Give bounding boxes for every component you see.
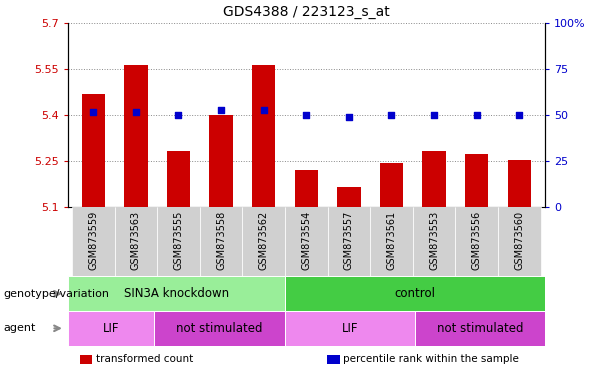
Point xyxy=(174,112,183,118)
Point xyxy=(259,107,269,113)
Text: GSM873563: GSM873563 xyxy=(131,211,141,270)
Text: GSM873559: GSM873559 xyxy=(88,211,98,270)
Text: GSM873562: GSM873562 xyxy=(259,211,269,270)
Text: not stimulated: not stimulated xyxy=(176,322,263,335)
Bar xyxy=(124,65,148,207)
Bar xyxy=(465,154,488,207)
Text: GSM873558: GSM873558 xyxy=(216,211,226,270)
Text: GSM873556: GSM873556 xyxy=(472,211,482,270)
Bar xyxy=(157,207,200,276)
Bar xyxy=(508,160,531,207)
Point xyxy=(472,112,481,118)
Bar xyxy=(380,163,403,207)
Bar xyxy=(294,170,318,207)
Bar xyxy=(285,207,327,276)
Bar xyxy=(455,207,498,276)
Point xyxy=(387,112,396,118)
Bar xyxy=(68,311,154,346)
Point xyxy=(429,112,439,118)
Bar xyxy=(115,207,157,276)
Bar xyxy=(370,207,413,276)
Text: genotype/variation: genotype/variation xyxy=(3,289,109,299)
Text: transformed count: transformed count xyxy=(96,354,193,364)
Text: percentile rank within the sample: percentile rank within the sample xyxy=(343,354,519,364)
Text: GSM873557: GSM873557 xyxy=(344,211,354,270)
Bar xyxy=(68,276,284,311)
Point xyxy=(302,112,311,118)
Bar xyxy=(327,207,370,276)
Bar xyxy=(413,207,455,276)
Point xyxy=(131,108,141,114)
Text: agent: agent xyxy=(3,323,35,333)
Bar xyxy=(154,311,284,346)
Bar xyxy=(498,207,541,276)
Title: GDS4388 / 223123_s_at: GDS4388 / 223123_s_at xyxy=(223,5,390,19)
Bar xyxy=(284,311,415,346)
Point xyxy=(88,108,98,114)
Bar xyxy=(252,65,276,207)
Bar xyxy=(337,187,360,207)
Bar xyxy=(82,94,105,207)
Bar xyxy=(422,151,446,207)
Bar xyxy=(243,207,285,276)
Point xyxy=(216,107,226,113)
Bar xyxy=(72,207,115,276)
Point xyxy=(515,112,524,118)
Text: LIF: LIF xyxy=(103,322,120,335)
Bar xyxy=(167,151,190,207)
Text: LIF: LIF xyxy=(342,322,358,335)
Text: GSM873553: GSM873553 xyxy=(429,211,439,270)
Text: not stimulated: not stimulated xyxy=(436,322,523,335)
Bar xyxy=(200,207,243,276)
Bar xyxy=(209,115,233,207)
Bar xyxy=(415,311,545,346)
Text: GSM873561: GSM873561 xyxy=(386,211,396,270)
Text: control: control xyxy=(394,287,435,300)
Text: GSM873560: GSM873560 xyxy=(514,211,524,270)
Text: GSM873554: GSM873554 xyxy=(302,211,311,270)
Text: GSM873555: GSM873555 xyxy=(174,211,184,270)
Point xyxy=(344,114,353,120)
Text: SIN3A knockdown: SIN3A knockdown xyxy=(124,287,229,300)
Bar xyxy=(284,276,545,311)
